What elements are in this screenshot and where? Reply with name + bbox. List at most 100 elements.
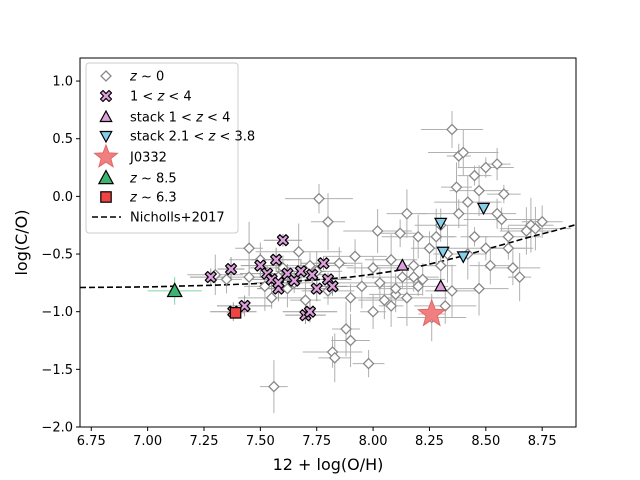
point-stack-2-1-z-3-8 xyxy=(436,246,450,259)
legend: z ~ 0 1 < z < 4 stack 1 < z < 4 stack 2.1 <… xyxy=(85,62,255,234)
legend-marker-z-0 xyxy=(100,70,112,82)
point-z-0 xyxy=(491,158,504,171)
point-1-z-4 xyxy=(303,305,317,318)
point-z-0 xyxy=(328,351,341,364)
point-z-0 xyxy=(497,188,510,200)
legend-marker-stack-1-z-4 xyxy=(99,109,113,123)
point-z-0 xyxy=(407,271,420,284)
point-z-0 xyxy=(333,257,346,270)
point-1-z-4 xyxy=(270,253,283,266)
point-z-6-3 xyxy=(229,307,242,319)
point-z-0 xyxy=(344,334,357,347)
point-z-0 xyxy=(367,261,380,274)
point-z-0 xyxy=(446,123,458,136)
point-z-0 xyxy=(450,181,463,194)
point-z-0 xyxy=(367,305,380,318)
point-z-0 xyxy=(446,285,458,297)
point-z-0 xyxy=(529,222,542,235)
x-tick-label: 7.25 xyxy=(190,434,219,449)
point-z-0 xyxy=(243,242,256,255)
point-z-0 xyxy=(484,259,497,272)
y-tick-label: −2.0 xyxy=(41,421,73,436)
point-z-0 xyxy=(513,271,526,284)
point-z-0 xyxy=(349,250,361,263)
y-tick-label: 0.5 xyxy=(52,132,73,147)
legend-label-j0332: J0332 xyxy=(129,151,167,166)
point-z-0 xyxy=(292,245,305,258)
point-z-0 xyxy=(468,230,481,243)
point-1-z-4 xyxy=(294,265,308,278)
legend-label-z-8-5: z ~ 8.5 xyxy=(129,172,177,187)
legend-label-z-0: z ~ 0 xyxy=(129,70,164,85)
point-z-0 xyxy=(299,294,312,307)
legend-marker-z-8-5 xyxy=(97,169,115,185)
legend-label-nicholls: Nicholls+2017 xyxy=(130,211,225,226)
y-tick-label: −1.5 xyxy=(41,363,73,378)
y-tick-label: 1.0 xyxy=(52,75,73,90)
point-z-0 xyxy=(412,280,425,293)
legend-marker-1-z-4 xyxy=(99,89,113,103)
point-z-0 xyxy=(385,253,398,266)
point-z-0 xyxy=(281,282,294,295)
x-tick-label: 8.75 xyxy=(528,434,557,449)
point-z-0 xyxy=(371,225,384,237)
point-stack-2-1-z-3-8 xyxy=(476,202,491,216)
point-z-0 xyxy=(344,291,357,304)
y-axis-label: log(C/O) xyxy=(12,209,31,275)
x-tick-label: 8.25 xyxy=(415,434,444,449)
point-z-0 xyxy=(439,300,452,312)
point-z-0 xyxy=(536,215,549,228)
point-z-0 xyxy=(495,213,508,226)
point-1-z-4 xyxy=(224,262,238,276)
point-z-0 xyxy=(479,242,492,255)
point-z-8-5 xyxy=(166,282,183,298)
x-tick-label: 8.00 xyxy=(359,434,388,449)
tick-layer: 6.75 7.00 7.25 7.50 7.75 8.00 8.25 8.50 8.75 −2.0… xyxy=(41,75,556,449)
point-1-z-4 xyxy=(317,257,330,270)
legend-label-stack-1-z-4: stack 1 < z < 4 xyxy=(130,111,230,126)
point-z-0 xyxy=(502,242,515,255)
point-z-0 xyxy=(473,184,485,197)
point-1-z-4 xyxy=(204,270,217,284)
point-z-0 xyxy=(457,146,470,159)
legend-label-stack-2-1-z-3-8: stack 2.1 < z < 3.8 xyxy=(130,130,255,145)
point-z-0 xyxy=(373,276,386,289)
x-axis-label: 12 + log(O/H) xyxy=(273,455,384,474)
y-tick-label: −1.0 xyxy=(41,305,73,320)
point-stack-1-z-4 xyxy=(395,258,410,271)
point-stack-2-1-z-3-8 xyxy=(456,251,470,264)
point-z-0 xyxy=(265,291,278,304)
y-tick-label: 0.0 xyxy=(52,190,73,205)
point-z-0 xyxy=(396,271,409,284)
point-1-z-4 xyxy=(310,282,323,295)
x-tick-label: 6.75 xyxy=(77,434,106,449)
point-z-0 xyxy=(502,230,515,243)
point-z-0 xyxy=(400,207,413,220)
point-stack-2-1-z-3-8 xyxy=(434,217,448,231)
point-z-0 xyxy=(389,282,402,295)
point-z-0 xyxy=(378,294,391,307)
point-stack-1-z-4 xyxy=(434,279,448,292)
point-1-z-4 xyxy=(326,280,339,293)
point-z-0 xyxy=(407,259,420,272)
point-z-0 xyxy=(468,169,481,182)
legend-marker-stack-2-1-z-3-8 xyxy=(99,130,113,144)
x-tick-label: 7.50 xyxy=(246,434,275,449)
point-z-0 xyxy=(243,271,256,284)
x-tick-label: 7.00 xyxy=(133,434,162,449)
point-z-0 xyxy=(267,380,280,393)
point-z-0 xyxy=(313,192,325,205)
plot-frame xyxy=(79,57,577,428)
legend-box xyxy=(85,62,239,234)
point-z-0 xyxy=(506,261,519,274)
legend-label-1-z-4: 1 < z < 4 xyxy=(130,90,192,105)
point-z-0 xyxy=(385,300,398,312)
point-z-0 xyxy=(452,207,465,220)
marker-layer xyxy=(166,123,549,393)
point-z-0 xyxy=(461,196,474,209)
point-z-0 xyxy=(416,273,429,286)
point-j0332 xyxy=(417,298,447,327)
x-tick-label: 8.50 xyxy=(471,434,500,449)
point-z-0 xyxy=(412,230,425,243)
